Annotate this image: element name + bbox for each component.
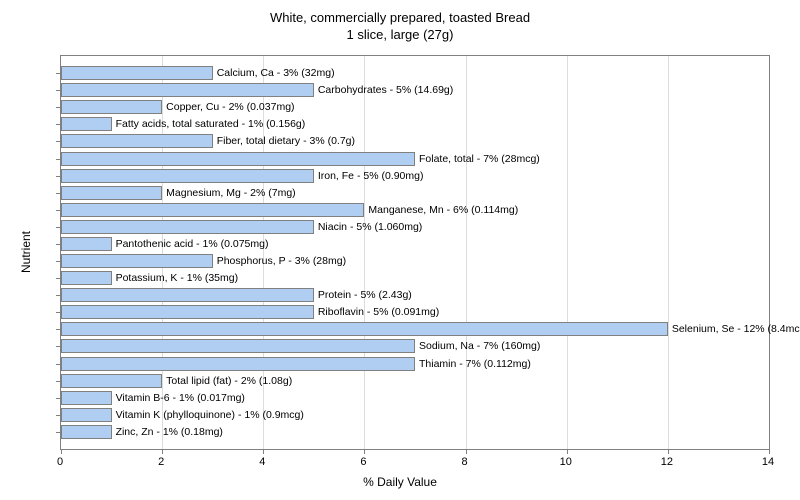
bar-label: Potassium, K - 1% (35mg) — [112, 271, 239, 285]
x-tick — [162, 449, 163, 454]
bar — [61, 408, 112, 422]
bar-label: Zinc, Zn - 1% (0.18mg) — [112, 425, 223, 439]
bar — [61, 237, 112, 251]
bar — [61, 391, 112, 405]
y-tick — [56, 278, 61, 279]
bar — [61, 152, 415, 166]
y-tick — [56, 73, 61, 74]
y-tick — [56, 295, 61, 296]
plot-area: Calcium, Ca - 3% (32mg) Carbohydrates - 5… — [60, 55, 770, 450]
x-tick — [466, 449, 467, 454]
title-line2: 1 slice, large (27g) — [347, 27, 454, 42]
bar-label: Manganese, Mn - 6% (0.114mg) — [364, 203, 518, 217]
grid-line — [567, 56, 568, 449]
bar — [61, 271, 112, 285]
grid-line — [364, 56, 365, 449]
x-tick — [364, 449, 365, 454]
y-tick — [56, 381, 61, 382]
y-tick — [56, 244, 61, 245]
bar — [61, 254, 213, 268]
bar — [61, 357, 415, 371]
y-tick — [56, 227, 61, 228]
y-tick — [56, 312, 61, 313]
bar-label: Phosphorus, P - 3% (28mg) — [213, 254, 346, 268]
y-tick — [56, 176, 61, 177]
x-tick-label: 0 — [57, 456, 63, 468]
y-tick — [56, 364, 61, 365]
bar-label: Copper, Cu - 2% (0.037mg) — [162, 100, 294, 114]
bar-label: Fiber, total dietary - 3% (0.7g) — [213, 134, 355, 148]
bar — [61, 117, 112, 131]
x-tick-label: 12 — [661, 456, 673, 468]
x-tick — [567, 449, 568, 454]
y-tick — [56, 159, 61, 160]
bar-label: Pantothenic acid - 1% (0.075mg) — [112, 237, 269, 251]
bar-label: Folate, total - 7% (28mcg) — [415, 152, 540, 166]
bar-label: Carbohydrates - 5% (14.69g) — [314, 83, 453, 97]
x-axis-label: % Daily Value — [363, 475, 437, 489]
x-tick-label: 2 — [158, 456, 164, 468]
bar-label: Calcium, Ca - 3% (32mg) — [213, 66, 335, 80]
bar-label: Selenium, Se - 12% (8.4mcg) — [668, 322, 800, 336]
y-axis-label: Nutrient — [19, 231, 33, 273]
bar — [61, 186, 162, 200]
grid-line — [263, 56, 264, 449]
bar-label: Vitamin K (phylloquinone) - 1% (0.9mcg) — [112, 408, 304, 422]
bar — [61, 134, 213, 148]
x-tick-label: 4 — [259, 456, 265, 468]
bar — [61, 425, 112, 439]
bar-label: Fatty acids, total saturated - 1% (0.156… — [112, 117, 306, 131]
bar-label: Riboflavin - 5% (0.091mg) — [314, 305, 439, 319]
bar-label: Iron, Fe - 5% (0.90mg) — [314, 169, 424, 183]
y-tick — [56, 107, 61, 108]
bar — [61, 322, 668, 336]
bar-label: Niacin - 5% (1.060mg) — [314, 220, 422, 234]
bar — [61, 169, 314, 183]
y-tick — [56, 141, 61, 142]
chart-title: White, commercially prepared, toasted Br… — [0, 0, 800, 44]
y-tick — [56, 210, 61, 211]
title-line1: White, commercially prepared, toasted Br… — [270, 10, 530, 25]
bar-label: Protein - 5% (2.43g) — [314, 288, 412, 302]
y-tick — [56, 432, 61, 433]
bar — [61, 100, 162, 114]
x-tick — [668, 449, 669, 454]
bar-label: Vitamin B-6 - 1% (0.017mg) — [112, 391, 245, 405]
bar — [61, 220, 314, 234]
y-tick — [56, 346, 61, 347]
bar — [61, 83, 314, 97]
y-tick — [56, 193, 61, 194]
y-tick — [56, 124, 61, 125]
y-tick — [56, 415, 61, 416]
bar — [61, 339, 415, 353]
bar — [61, 66, 213, 80]
nutrient-chart: White, commercially prepared, toasted Br… — [0, 0, 800, 500]
bar-label: Thiamin - 7% (0.112mg) — [415, 357, 531, 371]
x-tick — [61, 449, 62, 454]
bar — [61, 288, 314, 302]
bar-label: Magnesium, Mg - 2% (7mg) — [162, 186, 296, 200]
x-tick-label: 14 — [762, 456, 774, 468]
bar — [61, 305, 314, 319]
bar-label: Sodium, Na - 7% (160mg) — [415, 339, 540, 353]
x-tick-label: 10 — [560, 456, 572, 468]
grid-line — [668, 56, 669, 449]
grid-line — [466, 56, 467, 449]
y-tick — [56, 398, 61, 399]
y-tick — [56, 329, 61, 330]
x-tick-label: 8 — [462, 456, 468, 468]
x-tick — [263, 449, 264, 454]
x-tick — [769, 449, 770, 454]
bar-label: Total lipid (fat) - 2% (1.08g) — [162, 374, 292, 388]
y-tick — [56, 90, 61, 91]
y-tick — [56, 261, 61, 262]
x-tick-label: 6 — [360, 456, 366, 468]
bar — [61, 374, 162, 388]
bar — [61, 203, 364, 217]
